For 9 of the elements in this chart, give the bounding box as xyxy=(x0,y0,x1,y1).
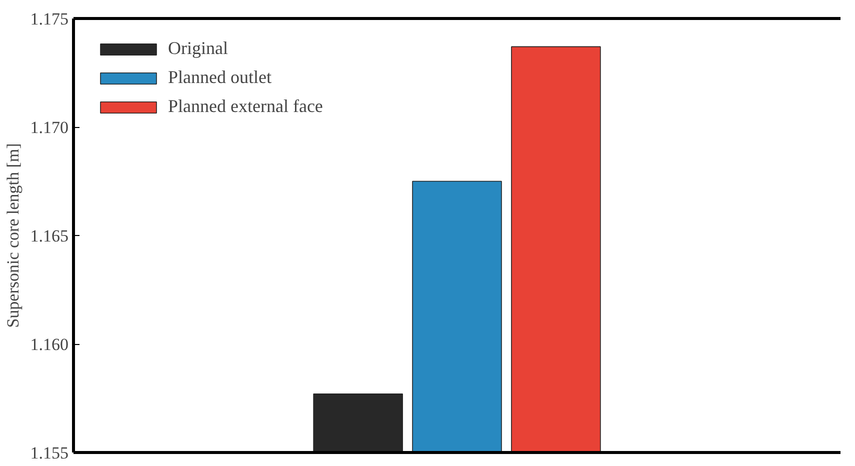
y-axis-title: Supersonic core length [m] xyxy=(3,143,22,328)
y-tick-label: 1.170 xyxy=(30,118,68,137)
y-tick-label: 1.175 xyxy=(30,10,68,28)
y-tick-label: 1.155 xyxy=(30,444,68,462)
y-tick-label: 1.165 xyxy=(30,226,68,246)
legend-label: Planned external face xyxy=(168,96,323,117)
legend-label: Planned outlet xyxy=(168,67,272,88)
y-tick-label: 1.160 xyxy=(30,335,68,354)
legend-label: Original xyxy=(168,38,228,59)
